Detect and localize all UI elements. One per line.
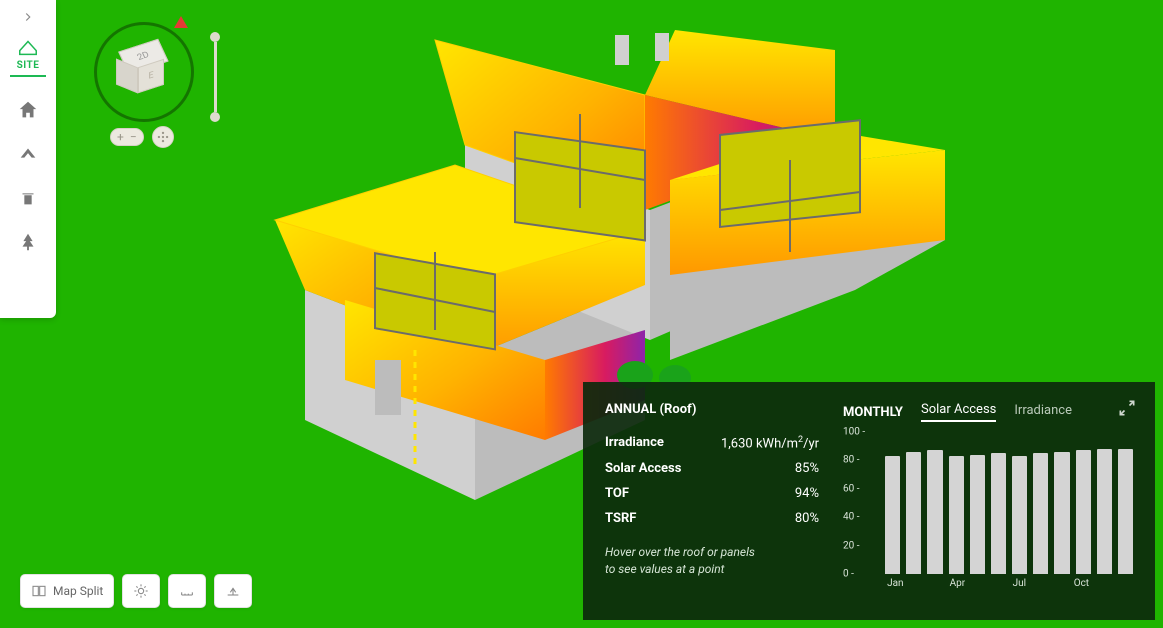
data-panel: ANNUAL (Roof) Irradiance 1,630 kWh/m2/yr… <box>583 382 1155 620</box>
monthly-chart: JanAprJulOct 0 -20 -40 -60 -80 -100 - <box>843 432 1133 592</box>
xlabel <box>1050 578 1071 592</box>
annual-section: ANNUAL (Roof) Irradiance 1,630 kWh/m2/yr… <box>605 402 819 606</box>
xlabel <box>988 578 1009 592</box>
xlabel <box>906 578 927 592</box>
rotation-button[interactable] <box>214 574 252 608</box>
hover-hint: Hover over the roof or panels to see val… <box>605 544 819 578</box>
segment-solar-access[interactable]: Solar Access <box>921 402 996 422</box>
xlabel: Jul <box>1009 578 1030 592</box>
xlabel: Jan <box>885 578 906 592</box>
nav-tree[interactable] <box>0 220 56 264</box>
chevron-right-icon <box>21 10 35 24</box>
nav-trash[interactable] <box>0 176 56 220</box>
stat-solar-access: Solar Access 85% <box>605 461 819 476</box>
roof-plane-icon <box>17 143 39 165</box>
nav-roof[interactable] <box>0 132 56 176</box>
orientation-widget: 2D E + − <box>94 22 204 152</box>
bar-dec[interactable] <box>1118 449 1133 574</box>
xlabel <box>1092 578 1113 592</box>
bar-jan[interactable] <box>885 456 900 574</box>
zoom-pill[interactable]: + − <box>110 128 144 146</box>
nav-site-label: SITE <box>17 60 40 71</box>
zoom-in-button[interactable]: + <box>115 130 126 144</box>
xlabel: Oct <box>1071 578 1092 592</box>
trash-icon <box>17 187 39 209</box>
segment-irradiance[interactable]: Irradiance <box>1014 403 1072 421</box>
xlabel <box>968 578 989 592</box>
ytick-label: 80 - <box>843 455 859 466</box>
ytick-label: 60 - <box>843 483 859 494</box>
pan-button[interactable] <box>152 126 174 148</box>
ytick-label: 0 - <box>843 569 854 580</box>
annual-title: ANNUAL (Roof) <box>605 402 819 417</box>
bar-apr[interactable] <box>949 456 964 574</box>
bar-oct[interactable] <box>1076 450 1091 574</box>
xlabel: Apr <box>947 578 968 592</box>
bar-sep[interactable] <box>1054 452 1069 574</box>
home-solid-icon <box>17 99 39 121</box>
bar-nov[interactable] <box>1097 449 1112 574</box>
stat-tof: TOF 94% <box>605 486 819 501</box>
ytick-label: 100 - <box>843 427 865 438</box>
irradiance-value: 1,630 kWh/m2/yr <box>721 435 819 451</box>
stat-tsrf: TSRF 80% <box>605 511 819 526</box>
tree-icon <box>17 231 39 253</box>
bar-feb[interactable] <box>906 452 921 574</box>
zoom-slider[interactable] <box>210 32 220 122</box>
monthly-title: MONTHLY <box>843 405 903 420</box>
ytick-label: 20 - <box>843 540 859 551</box>
dimensions-button[interactable] <box>168 574 206 608</box>
compass-north-marker <box>174 16 188 28</box>
stat-irradiance: Irradiance 1,630 kWh/m2/yr <box>605 435 819 451</box>
sun-icon <box>133 583 149 599</box>
xlabel <box>926 578 947 592</box>
nav-home[interactable] <box>0 88 56 132</box>
bar-mar[interactable] <box>927 450 942 574</box>
bar-jul[interactable] <box>1012 456 1027 574</box>
xlabel <box>1030 578 1051 592</box>
sun-button[interactable] <box>122 574 160 608</box>
panel-collapse-button[interactable] <box>1117 398 1137 418</box>
left-sidebar: SITE <box>0 0 56 318</box>
bar-jun[interactable] <box>991 453 1006 574</box>
bar-may[interactable] <box>970 455 985 574</box>
map-split-button[interactable]: Map Split <box>20 574 114 608</box>
nav-site[interactable]: SITE <box>0 34 56 78</box>
xlabel <box>1112 578 1133 592</box>
map-split-label: Map Split <box>53 584 103 598</box>
rotate-icon <box>225 583 241 599</box>
house-outline-icon <box>17 36 39 58</box>
pan-icon <box>156 130 170 144</box>
bar-aug[interactable] <box>1033 453 1048 574</box>
bottom-toolbar: Map Split <box>20 574 252 608</box>
collapse-icon <box>1117 398 1137 418</box>
ruler-icon <box>179 583 195 599</box>
sidebar-expand-button[interactable] <box>0 0 56 34</box>
view-cube[interactable]: 2D E <box>122 48 166 92</box>
monthly-section: MONTHLY Solar Access Irradiance Jan Apr Ju… <box>843 402 1133 606</box>
zoom-out-button[interactable]: − <box>128 130 139 144</box>
split-icon <box>31 583 47 599</box>
ytick-label: 40 - <box>843 512 859 523</box>
